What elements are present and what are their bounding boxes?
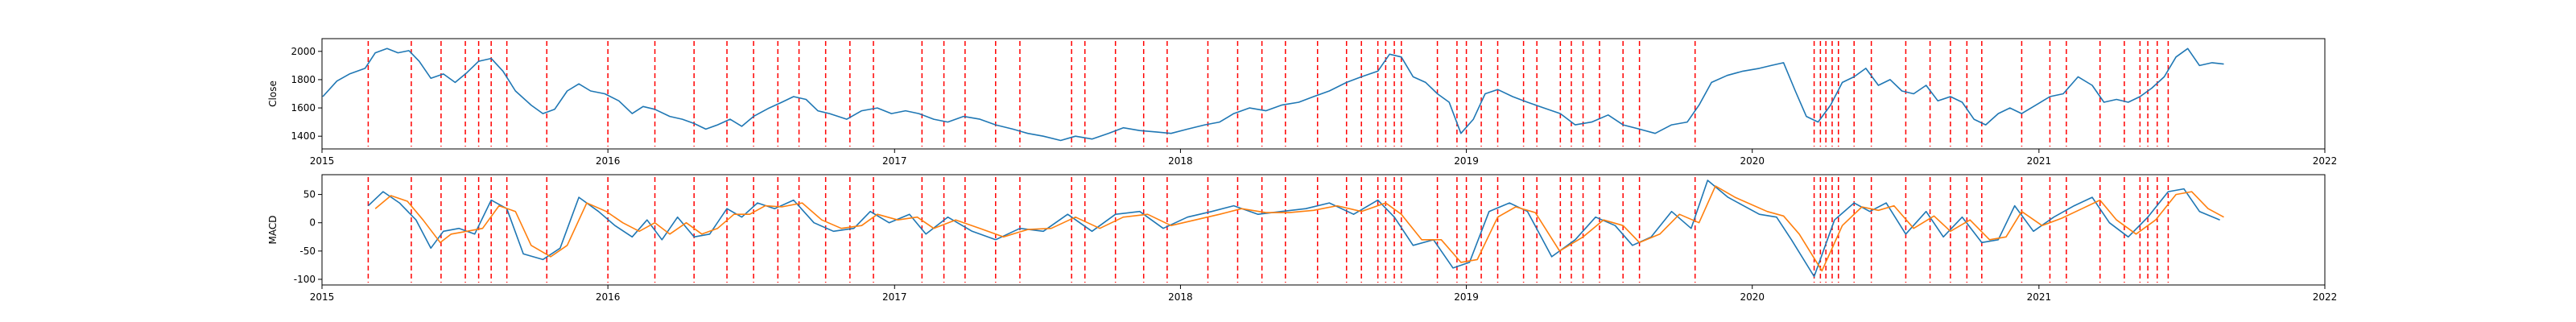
x-tick-label: 2021 (2027, 155, 2052, 167)
y-tick-label: 1400 (291, 130, 316, 142)
y-tick-label: -100 (294, 274, 316, 285)
macd-x-ticks: 2015 2016 2017 2018 2019 2020 2021 2022 (310, 285, 2338, 303)
macd-series (367, 180, 2224, 278)
x-tick-label: 2015 (310, 291, 335, 303)
x-tick-label: 2017 (882, 155, 907, 167)
close-x-ticks: 2015 2016 2017 2018 2019 2020 2021 2022 (310, 149, 2338, 167)
y-tick-label: 0 (309, 217, 316, 229)
x-tick-label: 2021 (2027, 291, 2052, 303)
x-tick-label: 2016 (596, 155, 621, 167)
macd-line (367, 180, 2220, 278)
y-tick-label: 50 (303, 189, 316, 200)
signal-line (374, 185, 2224, 272)
y-tick-label: -50 (299, 246, 316, 257)
close-y-ticks: 1400 1600 1800 2000 (291, 46, 322, 142)
close-event-lines (367, 41, 2169, 147)
x-tick-label: 2015 (310, 155, 335, 167)
x-tick-label: 2022 (2313, 291, 2338, 303)
x-tick-label: 2020 (1740, 291, 1765, 303)
x-tick-label: 2019 (1454, 291, 1479, 303)
x-tick-label: 2022 (2313, 155, 2338, 167)
y-tick-label: 1600 (291, 102, 316, 114)
macd-y-axis-label: MACD (267, 216, 279, 245)
close-price-panel: 2015 2016 2017 2018 2019 2020 2021 2022 1400 160… (267, 38, 2338, 167)
x-tick-label: 2016 (596, 291, 621, 303)
macd-panel: 2015 2016 2017 2018 2019 2020 2021 2022 -100 -50… (267, 174, 2338, 303)
x-tick-label: 2017 (882, 291, 907, 303)
x-tick-label: 2020 (1740, 155, 1765, 167)
y-tick-label: 1800 (291, 74, 316, 85)
x-tick-label: 2018 (1168, 155, 1193, 167)
close-axes-frame (321, 38, 2326, 150)
x-tick-label: 2019 (1454, 155, 1479, 167)
close-y-axis-label: Close (267, 80, 279, 107)
macd-y-ticks: -100 -50 0 50 (294, 189, 322, 285)
x-tick-label: 2018 (1168, 291, 1193, 303)
close-series (322, 47, 2224, 142)
y-tick-label: 2000 (291, 46, 316, 57)
close-line (322, 47, 2224, 142)
macd-axes-frame (321, 174, 2326, 286)
